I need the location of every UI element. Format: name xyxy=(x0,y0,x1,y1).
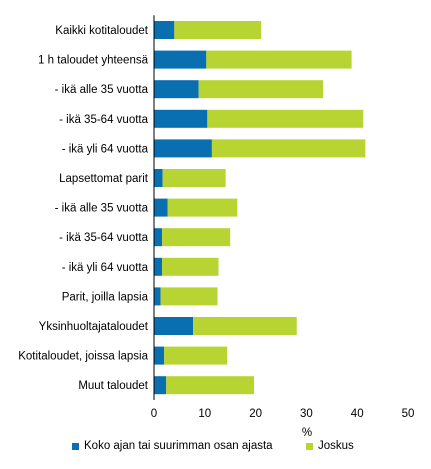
legend-swatch-series-1 xyxy=(72,442,79,450)
bar-series-2-row-4 xyxy=(207,109,364,128)
x-tick-label-0: 0 xyxy=(151,408,157,420)
bar-series-2-row-12 xyxy=(164,346,228,365)
category-label-13: Muut taloudet xyxy=(78,380,148,392)
category-label-8: - ikä 35-64 vuotta xyxy=(59,232,148,244)
category-label-7: - ikä alle 35 vuotta xyxy=(55,203,149,215)
bar-series-1-row-11 xyxy=(154,317,194,335)
x-tick-label-10: 10 xyxy=(198,408,211,420)
bar-series-1-row-13 xyxy=(154,376,167,395)
legend: Koko ajan tai suurimman osan ajasta Josk… xyxy=(0,440,431,460)
bar-series-2-row-2 xyxy=(206,50,352,69)
bar-series-1-row-7 xyxy=(154,198,168,217)
category-label-4: - ikä 35-64 vuotta xyxy=(59,114,148,126)
legend-label-series-2: Joskus xyxy=(318,440,354,452)
category-label-3: - ikä alle 35 vuotta xyxy=(55,84,149,96)
bar-series-1-row-6 xyxy=(154,169,163,187)
bar-series-2-row-8 xyxy=(162,228,231,247)
x-axis-label: % xyxy=(302,427,312,439)
category-label-10: Parit, joilla lapsia xyxy=(62,291,149,303)
category-label-6: Lapsettomat parit xyxy=(59,173,149,185)
bar-series-2-row-5 xyxy=(211,139,366,158)
category-label-2: 1 h taloudet yhteensä xyxy=(38,55,149,67)
category-label-1: Kaikki kotitaloudet xyxy=(55,25,148,37)
bar-series-2-row-9 xyxy=(162,257,219,276)
category-labels: Kaikki kotitaloudet 1 h taloudet yhteensä… xyxy=(18,25,149,392)
legend-item-series-1: Koko ajan tai suurimman osan ajasta xyxy=(72,440,273,452)
bar-series-1-row-9 xyxy=(154,257,163,276)
category-label-12: Kotitaloudet, joissa lapsia xyxy=(18,351,148,363)
x-tick-label-40: 40 xyxy=(351,408,364,420)
bar-series-1-row-4 xyxy=(154,109,208,128)
category-label-9: - ikä yli 64 vuotta xyxy=(62,262,149,274)
x-tick-label-20: 20 xyxy=(249,408,262,420)
bar-series-2-row-11 xyxy=(193,317,297,335)
x-tick-label-30: 30 xyxy=(300,408,313,420)
legend-label-series-1: Koko ajan tai suurimman osan ajasta xyxy=(84,440,273,452)
bar-series-1-row-5 xyxy=(154,139,212,158)
bar-series-1-row-1 xyxy=(154,21,175,39)
bar-series-1-row-10 xyxy=(154,287,161,306)
x-axis-ticks: 0 10 20 30 40 50 xyxy=(151,408,415,420)
bar-series-2-row-13 xyxy=(166,376,255,395)
category-label-5: - ikä yli 64 vuotta xyxy=(62,143,149,155)
x-tick-label-50: 50 xyxy=(402,408,415,420)
bar-series-2-row-7 xyxy=(167,198,238,217)
bar-series-2-row-3 xyxy=(198,80,324,99)
bars-group xyxy=(154,21,366,395)
bar-series-1-row-8 xyxy=(154,228,163,247)
bar-series-2-row-10 xyxy=(160,287,218,306)
bar-series-2-row-1 xyxy=(174,21,262,39)
category-label-11: Yksinhuoltajataloudet xyxy=(39,321,149,333)
stacked-bar-chart: Kaikki kotitaloudet 1 h taloudet yhteensä… xyxy=(18,15,415,439)
bar-series-1-row-2 xyxy=(154,50,207,69)
bar-series-1-row-3 xyxy=(154,80,199,99)
legend-item-series-2: Joskus xyxy=(306,440,354,452)
legend-swatch-series-2 xyxy=(306,442,313,450)
bar-series-2-row-6 xyxy=(162,169,226,187)
bar-series-1-row-12 xyxy=(154,346,165,365)
